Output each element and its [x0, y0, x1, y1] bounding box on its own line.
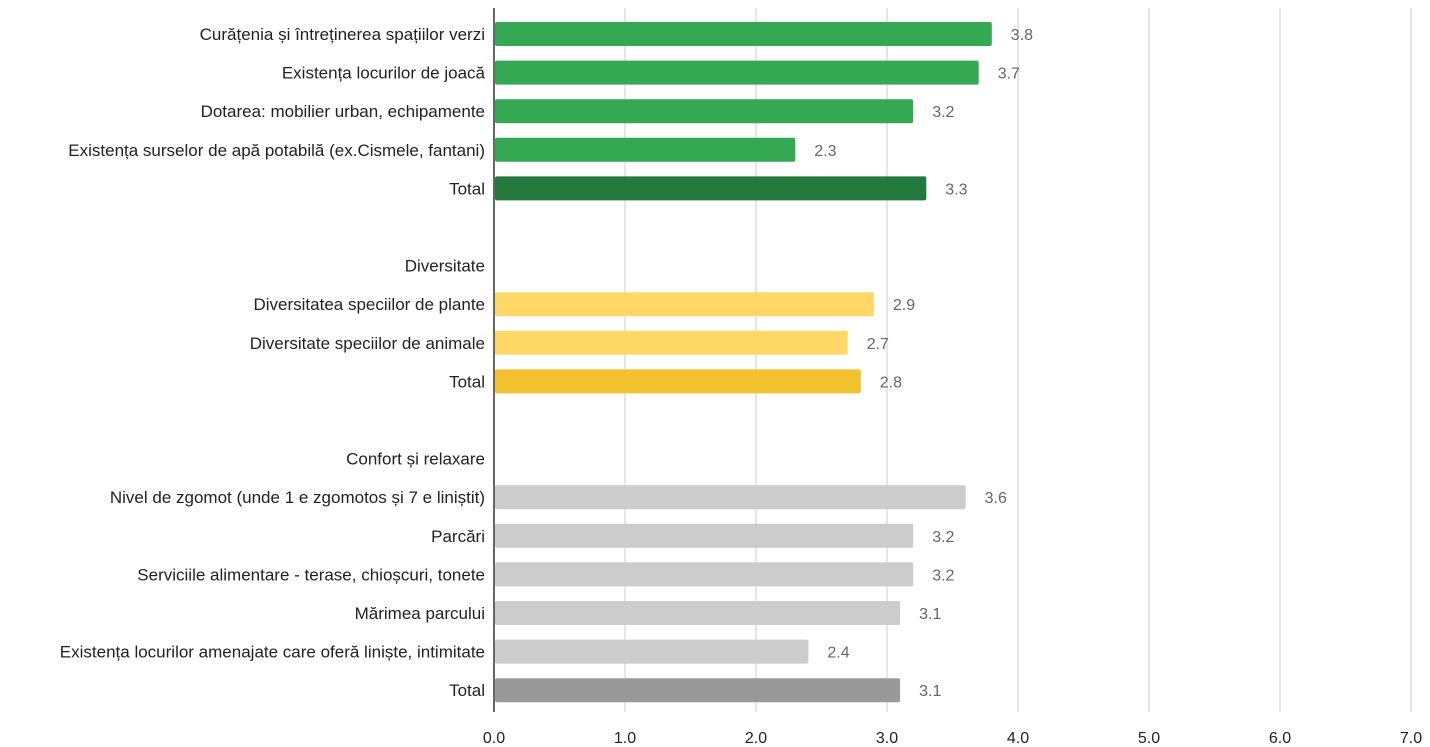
- bar: [495, 330, 848, 355]
- value-label: 2.8: [880, 374, 902, 391]
- category-label: Curățenia și întreținerea spațiilor verz…: [200, 25, 485, 44]
- category-label: Total: [449, 681, 485, 700]
- category-label: Existența surselor de apă potabilă (ex.C…: [68, 141, 485, 160]
- value-label: 2.4: [827, 645, 849, 662]
- bar: [495, 523, 914, 548]
- bar: [495, 485, 966, 510]
- grid-lines: [624, 8, 1412, 712]
- category-label: Diversitate: [405, 257, 485, 276]
- value-label: 2.7: [867, 336, 889, 353]
- bar: [495, 292, 874, 317]
- bar: [495, 99, 914, 124]
- x-tick-label: 7.0: [1400, 730, 1422, 747]
- bar: [495, 639, 809, 664]
- category-label: Dotarea: mobilier urban, echipamente: [201, 102, 485, 121]
- category-label: Total: [449, 372, 485, 391]
- x-tick-label: 0.0: [483, 730, 505, 747]
- bars: [495, 22, 992, 703]
- category-label: Parcări: [431, 527, 485, 546]
- value-label: 3.6: [985, 490, 1007, 507]
- bar: [495, 601, 901, 625]
- value-label: 3.2: [932, 529, 954, 546]
- bar: [495, 678, 901, 703]
- value-label: 3.1: [919, 683, 941, 700]
- x-tick-label: 4.0: [1007, 730, 1029, 747]
- category-label: Diversitatea speciilor de plante: [253, 295, 485, 314]
- value-label: 2.3: [814, 143, 836, 160]
- category-label: Total: [449, 179, 485, 198]
- category-label: Serviciile alimentare - terase, chioșcur…: [137, 565, 485, 584]
- x-tick-label: 6.0: [1269, 730, 1291, 747]
- category-labels: Curățenia și întreținerea spațiilor verz…: [60, 25, 486, 700]
- category-label: Diversitate speciilor de animale: [250, 334, 485, 353]
- bar: [495, 369, 861, 394]
- value-label: 3.7: [998, 66, 1020, 83]
- category-label: Nivel de zgomot (unde 1 e zgomotos și 7 …: [110, 488, 485, 507]
- x-tick-label: 3.0: [876, 730, 898, 747]
- value-label: 3.1: [919, 606, 941, 623]
- value-label: 3.2: [932, 567, 954, 584]
- bar: [495, 60, 979, 85]
- x-tick-label: 2.0: [745, 730, 767, 747]
- value-label: 3.3: [945, 181, 967, 198]
- category-label: Mărimea parcului: [355, 604, 485, 623]
- value-label: 2.9: [893, 297, 915, 314]
- x-tick-label: 5.0: [1138, 730, 1160, 747]
- category-label: Existența locurilor amenajate care oferă…: [60, 643, 485, 662]
- bar: [495, 22, 992, 46]
- value-labels: 3.8 3.7 3.2 2.3 3.3 2.9 2.7 2.8 3.6 3.2 3.2 3.1 2.4 3…: [814, 27, 1033, 700]
- category-label: Existența locurilor de joacă: [282, 64, 486, 83]
- category-label: Confort și relaxare: [346, 450, 485, 469]
- bar: [495, 562, 914, 587]
- x-tick-labels: 0.0 1.0 2.0 3.0 4.0 5.0 6.0 7.0: [483, 730, 1422, 747]
- value-label: 3.2: [932, 104, 954, 121]
- value-label: 3.8: [1011, 27, 1033, 44]
- bar: [495, 137, 796, 162]
- x-tick-label: 1.0: [614, 730, 636, 747]
- bar: [495, 176, 927, 201]
